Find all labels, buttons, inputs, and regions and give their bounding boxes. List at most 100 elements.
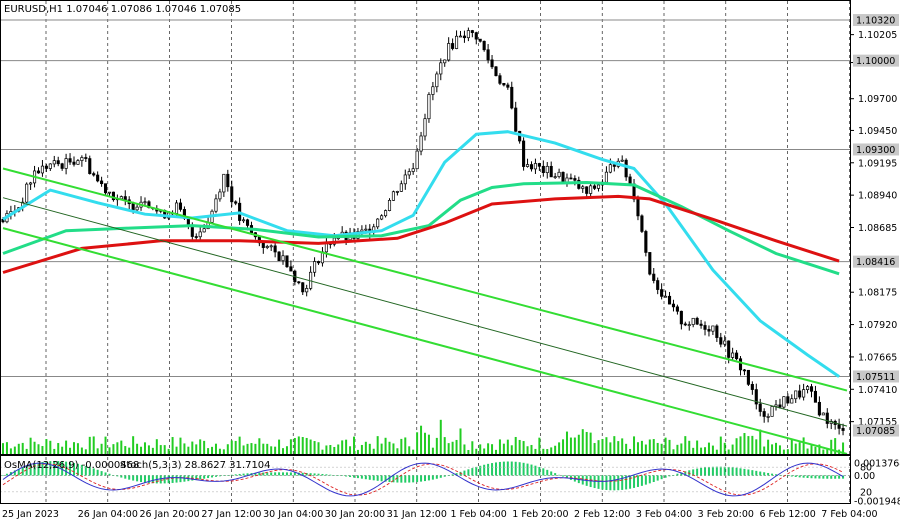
bearish-candle (593, 185, 597, 189)
volume-bar (696, 440, 699, 454)
volume-bar (794, 443, 797, 454)
osma-histogram-bar (293, 472, 296, 476)
bearish-candle (695, 317, 699, 325)
volume-bar (65, 440, 68, 454)
bearish-candle (735, 352, 739, 360)
osma-histogram-bar (179, 475, 182, 483)
bearish-candle (762, 411, 766, 417)
volume-bar (447, 443, 450, 454)
volume-bar (660, 443, 663, 454)
osma-histogram-bar (502, 461, 505, 476)
osma-histogram-bar (17, 468, 20, 476)
volume-bar (230, 440, 233, 454)
bearish-candle (474, 32, 478, 40)
osma-histogram-bar (542, 468, 545, 476)
osma-histogram-bar (479, 465, 482, 476)
time-tick-label: 26 Jan 04:00 (78, 509, 138, 520)
bullish-candle (222, 173, 226, 193)
volume-bar (656, 442, 659, 454)
bearish-candle (809, 386, 814, 392)
bearish-candle (245, 219, 250, 226)
bullish-candle (198, 231, 202, 238)
osma-histogram-bar (621, 475, 624, 490)
osma-histogram-bar (88, 467, 91, 476)
bearish-candle (490, 59, 494, 68)
bearish-candle (561, 171, 565, 183)
osma-histogram-bar (798, 475, 801, 478)
bullish-candle (821, 412, 825, 416)
volume-bar (218, 448, 221, 454)
osma-histogram-bar (104, 472, 107, 476)
osma-histogram-bar (644, 475, 647, 485)
volume-bar (151, 447, 154, 454)
volume-bar (384, 437, 387, 454)
bullish-candle (76, 160, 80, 165)
bullish-candle (218, 191, 222, 200)
osma-histogram-bar (617, 475, 620, 491)
osma-histogram-bar (37, 462, 40, 476)
volume-bar (597, 440, 600, 454)
volume-bar (246, 443, 249, 454)
bearish-candle (261, 242, 265, 248)
volume-bar (143, 442, 146, 454)
volume-bar (467, 449, 470, 454)
bearish-candle (758, 403, 762, 412)
volume-bar (518, 439, 521, 454)
volume-bar (337, 444, 340, 454)
osma-histogram-bar (116, 475, 119, 477)
osma-histogram-bar (810, 475, 813, 479)
volume-bar (514, 436, 517, 454)
osma-histogram-bar (136, 475, 139, 482)
price-level-tag (853, 370, 899, 383)
bearish-candle (817, 401, 821, 416)
price-level-label: 1.08416 (856, 257, 895, 268)
volume-bar (491, 444, 494, 454)
osma-histogram-bar (633, 475, 636, 488)
time-tick-label: 1 Feb 04:00 (450, 509, 506, 520)
osma-histogram-bar (218, 475, 221, 477)
volume-bar (818, 444, 821, 454)
bullish-candle (731, 352, 735, 358)
price-tick-label: 1.08175 (858, 288, 897, 299)
bullish-candle (565, 177, 569, 183)
bullish-candle (80, 157, 84, 161)
volume-bar (459, 428, 462, 454)
osma-histogram-bar (199, 475, 202, 480)
bullish-candle (553, 176, 557, 178)
volume-bar (479, 444, 482, 454)
osma-histogram-bar (92, 468, 95, 476)
bullish-candle (135, 206, 139, 211)
osma-histogram-bar (384, 475, 387, 482)
bullish-candle (40, 165, 44, 174)
osma-histogram-bar (471, 468, 474, 476)
osma-histogram-bar (222, 475, 225, 476)
bearish-candle (234, 201, 238, 204)
volume-bar (431, 447, 434, 454)
volume-bar (672, 449, 675, 454)
bearish-candle (514, 107, 518, 132)
osma-histogram-bar (53, 460, 56, 476)
bullish-candle (387, 200, 392, 211)
volume-bar (2, 443, 4, 454)
osma-histogram-bar (790, 475, 793, 477)
price-level-tag (853, 54, 899, 67)
volume-bar (704, 447, 707, 454)
osma-histogram-bar (349, 475, 352, 478)
volume-bar (356, 449, 359, 454)
volume-bar (767, 439, 770, 454)
bullish-candle (589, 185, 593, 194)
osma-header: OsMA(12,26,9) -0.0000468 (4, 460, 139, 471)
volume-bar (29, 437, 32, 454)
osma-histogram-bar (195, 475, 198, 480)
osma-histogram-bar (550, 471, 553, 476)
osma-histogram-bar (668, 475, 671, 477)
osma-histogram-bar (778, 474, 781, 476)
bullish-candle (443, 59, 447, 64)
volume-bar (621, 438, 624, 454)
bearish-candle (715, 325, 719, 338)
volume-bar (451, 441, 454, 454)
volume-bar (191, 441, 194, 454)
price-level-label: 1.10000 (856, 56, 895, 67)
